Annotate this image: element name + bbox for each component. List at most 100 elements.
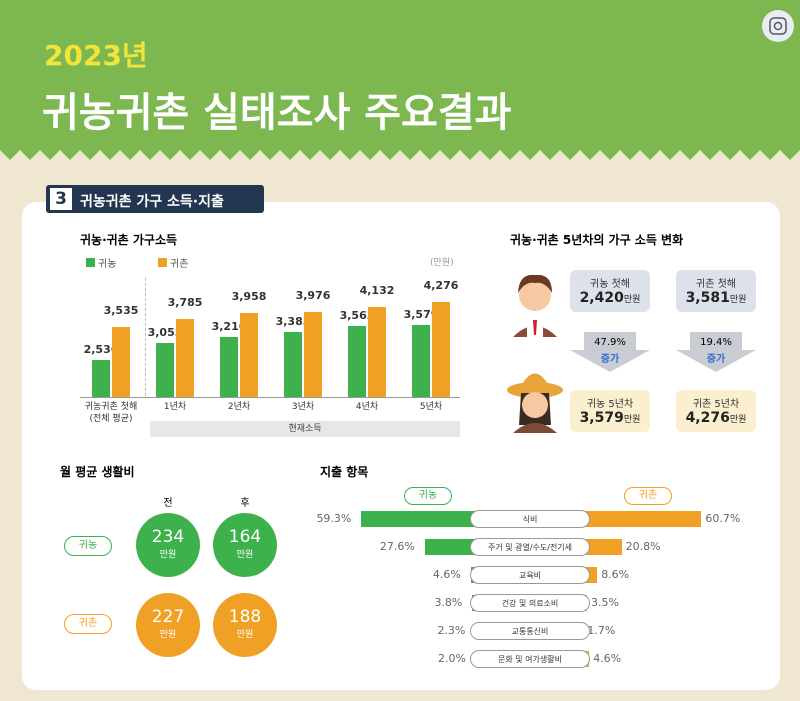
year: 2023년 — [44, 39, 148, 72]
value-label: 2.0% — [438, 652, 466, 665]
value-label: 20.8% — [625, 540, 661, 553]
box-label: 귀촌 첫해 — [696, 279, 736, 290]
bar — [424, 539, 480, 555]
group-label: 현재소득 — [150, 421, 460, 437]
header-bg — [0, 0, 800, 160]
x-axis — [80, 397, 460, 398]
value-label: 2.3% — [437, 624, 466, 637]
bar — [368, 307, 386, 397]
column-label: 전 — [163, 498, 173, 509]
change-text: 증가 — [706, 354, 726, 365]
cost-unit: 만원 — [236, 630, 254, 640]
cost-circle: 227 만원 — [136, 593, 200, 657]
value-label: 3,563 — [339, 308, 375, 322]
box-value: 2,420 — [579, 290, 624, 306]
value-label: 3,579 — [403, 308, 439, 322]
value-label: 4,276 — [423, 279, 459, 293]
value-label: 59.3% — [316, 512, 352, 525]
x-tick-label: 1년차 — [163, 402, 187, 412]
value-label: 3.8% — [434, 596, 463, 609]
category-label: 문화 및 여가생활비 — [470, 650, 590, 668]
stat-box: 귀농 5년차 3,579만원 — [570, 390, 650, 432]
column-label: 후 — [240, 498, 250, 509]
cost-unit: 만원 — [236, 550, 254, 560]
value-label: 3,055 — [147, 325, 183, 339]
cost-value: 164 — [228, 527, 262, 547]
box-label: 귀농 5년차 — [586, 399, 634, 410]
value-label: 4.6% — [432, 568, 461, 581]
section-number: 3 — [50, 188, 72, 210]
legend-swatch — [86, 258, 95, 267]
bar — [156, 342, 174, 397]
box-label: 귀농 첫해 — [590, 279, 630, 290]
category-label: 건강 및 의료소비 — [470, 594, 590, 612]
bar — [412, 325, 430, 397]
main-title: 귀농귀촌 실태조사 주요결과 — [42, 90, 512, 136]
section-tab — [46, 185, 264, 213]
cost-value: 234 — [151, 527, 185, 547]
bar — [361, 511, 480, 527]
chart-title: 귀농·귀촌 가구소득 — [80, 233, 178, 247]
change-rate: 47.9% — [594, 337, 626, 348]
divider — [145, 278, 146, 396]
bar — [580, 511, 702, 527]
value-label: 3,216 — [211, 320, 247, 334]
value-label: 3,385 — [275, 314, 311, 328]
cost-unit: 만원 — [159, 550, 177, 560]
box-value: 3,581 — [685, 290, 730, 306]
category-label: 교육비 — [470, 566, 590, 584]
value-label: 4,132 — [359, 284, 395, 298]
box-unit: 만원 — [729, 415, 747, 425]
bar — [176, 318, 194, 397]
bar — [580, 539, 622, 555]
x-tick-label: 3년차 — [291, 402, 315, 412]
value-label: 27.6% — [379, 540, 415, 553]
change-text: 증가 — [600, 354, 620, 365]
bar — [220, 337, 238, 397]
legend-pill: 귀농 — [404, 487, 452, 505]
box-unit: 만원 — [729, 295, 747, 305]
category-label: 교통통신비 — [470, 622, 590, 640]
bar — [432, 302, 450, 397]
x-tick-label: 2년차 — [227, 402, 251, 412]
box-unit: 만원 — [623, 415, 641, 425]
value-label: 4.6% — [593, 652, 622, 665]
legend-swatch — [158, 258, 167, 267]
value-label: 1.7% — [587, 624, 616, 637]
bar — [284, 331, 302, 397]
box-value: 3,579 — [579, 410, 624, 426]
cost-value: 227 — [151, 607, 185, 627]
chart-title: 지출 항목 — [320, 465, 369, 479]
x-tick-label: 5년차 — [419, 402, 443, 412]
change-rate: 19.4% — [700, 337, 732, 348]
value-label: 3.5% — [591, 596, 619, 609]
value-label: 2,536 — [83, 342, 119, 356]
x-tick-label: 4년차 — [355, 402, 379, 412]
bar — [348, 325, 366, 397]
cost-circle: 164 만원 — [213, 513, 277, 577]
value-label: 3,535 — [103, 303, 139, 317]
row-label: 귀촌 — [64, 614, 112, 634]
cost-value: 188 — [228, 607, 262, 627]
legend-label: 귀농 — [98, 259, 117, 270]
value-label: 3,958 — [231, 289, 267, 303]
stat-box: 귀촌 5년차 4,276만원 — [676, 390, 756, 432]
legend-label: 귀촌 — [170, 259, 189, 270]
row-label: 귀농 — [64, 536, 112, 556]
bar — [240, 312, 258, 397]
unit-label: (만원) — [430, 258, 454, 268]
legend-pill: 귀촌 — [624, 487, 672, 505]
living-cost-title: 월 평균 생활비 — [60, 465, 135, 479]
stat-box: 귀촌 첫해 3,581만원 — [676, 270, 756, 312]
stat-box: 귀농 첫해 2,420만원 — [570, 270, 650, 312]
bar — [92, 359, 110, 397]
cost-circle: 188 만원 — [213, 593, 277, 657]
income-change-title: 귀농·귀촌 5년차의 가구 소득 변화 — [510, 233, 684, 247]
box-value: 4,276 — [685, 410, 730, 426]
category-label: 주거 및 광열/수도/전기세 — [470, 538, 590, 556]
arrows — [570, 332, 756, 372]
cost-unit: 만원 — [159, 630, 177, 640]
value-label: 8.6% — [601, 568, 630, 581]
value-label: 60.7% — [705, 512, 741, 525]
